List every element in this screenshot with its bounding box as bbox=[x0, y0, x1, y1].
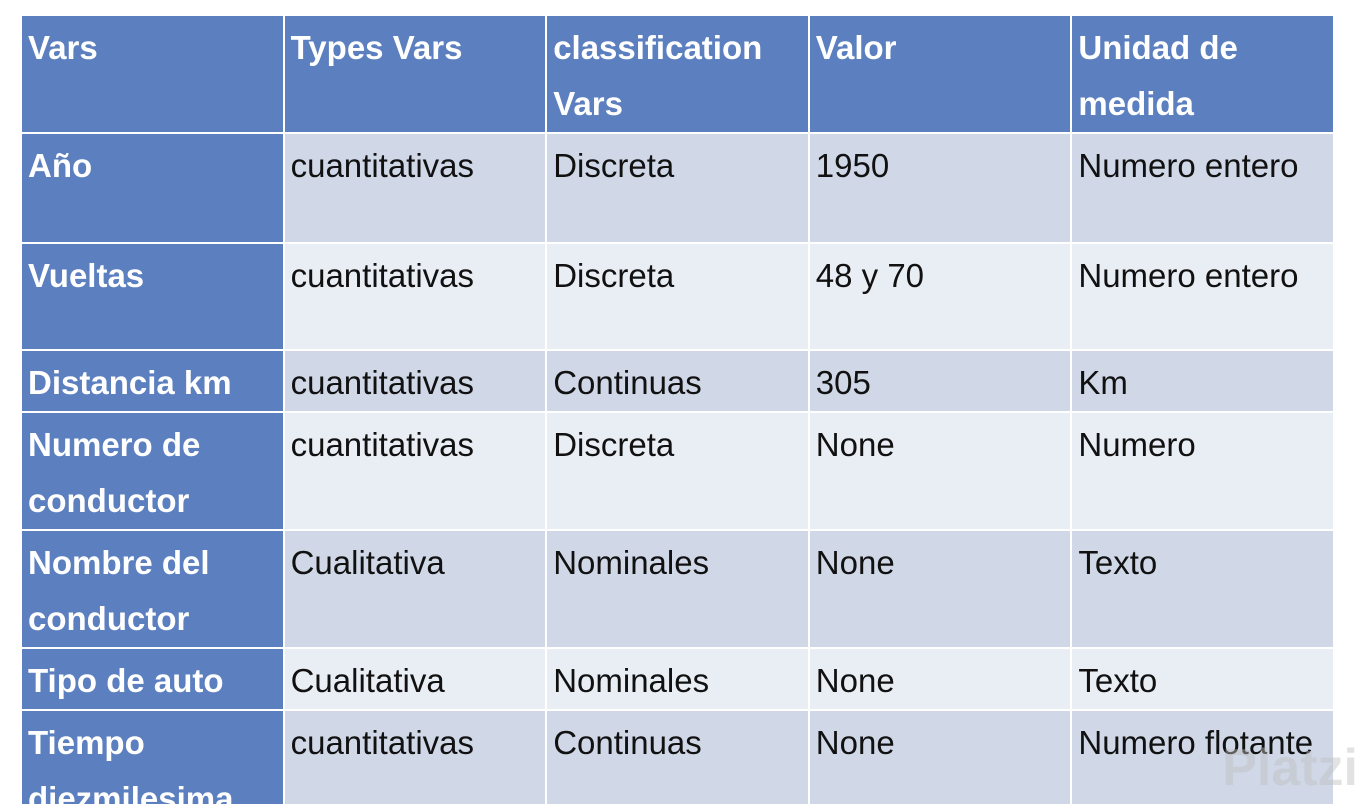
table-row: Nombre del conductor Cualitativa Nominales… bbox=[22, 531, 1333, 647]
table-cell: Continuas bbox=[547, 711, 808, 804]
table-cell: 48 y 70 bbox=[809, 244, 1071, 349]
table-cell: Discreta bbox=[547, 134, 808, 242]
table-cell: None bbox=[809, 531, 1071, 647]
table-cell: Numero bbox=[1072, 413, 1333, 529]
table-cell: cuantitativas bbox=[284, 711, 546, 804]
table-cell: Continuas bbox=[547, 351, 808, 411]
row-header-cell: Numero de conductor bbox=[22, 413, 283, 529]
table-cell: Nominales bbox=[547, 531, 808, 647]
table-row: Año cuantitativas Discreta 1950 Numero enter… bbox=[22, 134, 1333, 242]
table-cell: Texto bbox=[1072, 649, 1333, 709]
table-cell: cuantitativas bbox=[284, 134, 546, 242]
table-cell: Nominales bbox=[547, 649, 808, 709]
table-cell: cuantitativas bbox=[284, 351, 546, 411]
table-cell: Km bbox=[1072, 351, 1333, 411]
row-header-cell: Tiempo diezmilesima bbox=[22, 711, 283, 804]
table-cell: None bbox=[809, 649, 1071, 709]
header-cell: classification Vars bbox=[547, 16, 808, 132]
table-cell: None bbox=[809, 413, 1071, 529]
table-cell: Numero flotante bbox=[1072, 711, 1333, 804]
table-row: Numero de conductor cuantitativas Discreta… bbox=[22, 413, 1333, 529]
header-cell: Valor bbox=[809, 16, 1071, 132]
row-header-cell: Año bbox=[22, 134, 283, 242]
table-cell: Cualitativa bbox=[284, 531, 546, 647]
row-header-cell: Vueltas bbox=[22, 244, 283, 349]
table-cell: Texto bbox=[1072, 531, 1333, 647]
table-row: Tipo de auto Cualitativa Nominales None Text… bbox=[22, 649, 1333, 709]
table-cell: 305 bbox=[809, 351, 1071, 411]
table-row: Vueltas cuantitativas Discreta 48 y 70 Numer… bbox=[22, 244, 1333, 349]
table-cell: cuantitativas bbox=[284, 244, 546, 349]
header-cell: Vars bbox=[22, 16, 283, 132]
table-cell: 1950 bbox=[809, 134, 1071, 242]
header-row: Vars Types Vars classification Vars Valor Un… bbox=[22, 16, 1333, 132]
data-table: Vars Types Vars classification Vars Valor Un… bbox=[20, 14, 1335, 804]
table-row: Distancia km cuantitativas Continuas 305 Km bbox=[22, 351, 1333, 411]
table-cell: Discreta bbox=[547, 413, 808, 529]
table-cell: cuantitativas bbox=[284, 413, 546, 529]
row-header-cell: Tipo de auto bbox=[22, 649, 283, 709]
row-header-cell: Nombre del conductor bbox=[22, 531, 283, 647]
table-cell: Cualitativa bbox=[284, 649, 546, 709]
table-row: Tiempo diezmilesima cuantitativas Continua… bbox=[22, 711, 1333, 804]
table-cell: Numero entero bbox=[1072, 244, 1333, 349]
row-header-cell: Distancia km bbox=[22, 351, 283, 411]
header-cell: Unidad de medida bbox=[1072, 16, 1333, 132]
watermark: Platzi bbox=[1222, 739, 1358, 797]
table-cell: Discreta bbox=[547, 244, 808, 349]
header-cell: Types Vars bbox=[284, 16, 546, 132]
table-cell: Numero entero bbox=[1072, 134, 1333, 242]
table-cell: None bbox=[809, 711, 1071, 804]
